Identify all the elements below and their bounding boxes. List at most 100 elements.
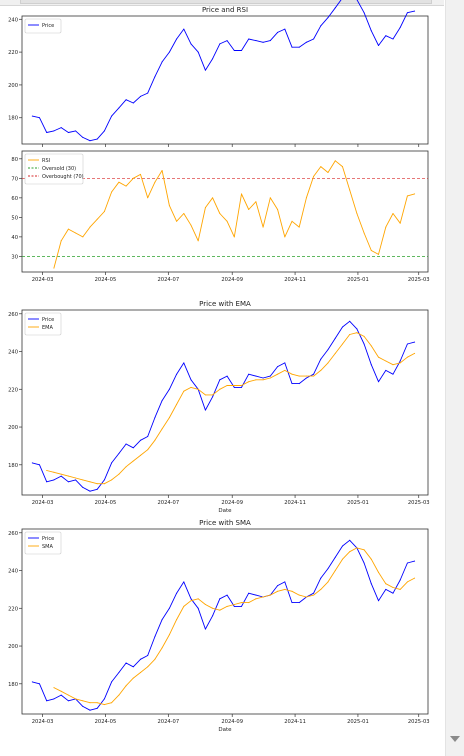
price-rsi-bottom-legend-label: Overbought (70): [42, 174, 84, 180]
price-ema-price-point: [204, 409, 206, 411]
price-sma-price-point: [176, 592, 178, 594]
sma-point: [125, 685, 127, 687]
vertical-scrollbar[interactable]: [445, 0, 464, 756]
ema-point: [111, 479, 113, 481]
price-rsi-price-point: [219, 43, 221, 45]
price-sma-price-point: [342, 545, 343, 547]
price-sma-price-point: [125, 662, 127, 664]
price-sma-title: Price with SMA: [199, 519, 251, 527]
ema-line: [46, 332, 415, 485]
ema-point: [46, 470, 48, 471]
price-sma-price-point: [392, 592, 394, 594]
rsi-point: [125, 185, 127, 187]
price-ema-title: Price with EMA: [199, 300, 251, 308]
scroll-down-arrow-icon[interactable]: [450, 736, 460, 742]
figure: 180 200 220 240 Price Price and RSI Price 30 40 5…: [8, 0, 430, 733]
price-ema-xtick-label: 2025-03: [408, 500, 430, 506]
price-sma-price-point: [334, 556, 336, 558]
price-sma-price-point: [132, 666, 134, 668]
ema-point: [392, 364, 394, 366]
price-sma-price-point: [320, 577, 322, 579]
price-rsi-price-point: [96, 138, 98, 140]
price-rsi-price-point: [147, 92, 149, 94]
price-sma-price-point: [313, 592, 315, 594]
price-rsi-price-point: [60, 127, 62, 129]
price-rsi-top-plot-area: [21, 15, 429, 145]
ema-point: [125, 466, 127, 468]
price-rsi-price-point: [89, 140, 91, 142]
sma-point: [161, 647, 163, 649]
rsi-point: [204, 207, 206, 209]
price-ema-price-point: [356, 328, 358, 330]
price-ema-legend-label: EMA: [42, 325, 53, 331]
ema-point: [161, 428, 163, 430]
price-ema-xtick-label: 2024-07: [157, 500, 179, 506]
price-rsi-price-point: [233, 50, 235, 51]
rsi-point: [154, 181, 156, 183]
price-sma-price-point: [39, 683, 40, 685]
price-rsi-price-point: [248, 38, 250, 40]
price-sma-price-point: [161, 619, 163, 621]
sma-point: [60, 690, 62, 692]
price-sma-xlabel: Date: [218, 727, 232, 733]
price-rsi-top-legend: Price: [24, 18, 62, 34]
ema-series: [46, 332, 416, 485]
ema-point: [320, 369, 322, 371]
sma-point: [255, 598, 257, 600]
ema-point: [168, 417, 170, 419]
sma-point: [212, 607, 214, 609]
price-sma-price-point: [233, 605, 235, 607]
price-sma-price-point: [327, 568, 329, 570]
price-sma-price-point: [118, 672, 120, 673]
price-ema-price-series: [31, 320, 416, 492]
price-rsi-top-legend-box: [24, 18, 62, 34]
price-ema-price-point: [111, 462, 113, 464]
price-rsi-price-point: [39, 117, 40, 119]
ema-point: [313, 375, 315, 377]
rsi-point: [111, 191, 113, 193]
price-sma-price-point: [399, 579, 401, 581]
price-ema-ytick-label: 260: [8, 312, 18, 318]
price-ema-price-point: [241, 386, 242, 388]
rsi-point: [277, 209, 279, 210]
sma-point: [176, 619, 178, 621]
sma-point: [190, 600, 192, 602]
ema-point: [219, 388, 221, 390]
sma-point: [248, 602, 250, 604]
price-sma-price-point: [291, 602, 293, 604]
price-rsi-top-legend-label: Price: [42, 23, 54, 29]
price-ema-price-point: [154, 417, 156, 419]
price-ema-price-point: [176, 373, 178, 375]
price-rsi-price-point: [140, 95, 141, 97]
price-sma-price-point: [385, 588, 387, 590]
price-ema-price-point: [161, 400, 163, 402]
ema-point: [291, 373, 293, 375]
sma-point: [204, 604, 206, 605]
price-ema-price-point: [67, 481, 69, 483]
rsi-point: [140, 173, 141, 175]
sma-point: [132, 677, 134, 679]
price-sma-ytick-label: 180: [8, 682, 18, 688]
price-ema-price-point: [262, 377, 264, 379]
price-sma-price-point: [414, 560, 416, 562]
price-ema-price-point: [46, 481, 48, 483]
price-ema-price-point: [298, 383, 300, 385]
ema-point: [327, 362, 329, 364]
price-rsi-price-point: [291, 46, 293, 48]
price-sma-price-point: [226, 594, 228, 596]
ema-point: [75, 477, 77, 479]
ema-point: [132, 460, 134, 462]
ema-point: [370, 345, 372, 347]
ema-point: [363, 335, 365, 337]
ema-point: [212, 394, 214, 396]
price-rsi-price-point: [298, 46, 300, 48]
sma-point: [75, 698, 77, 700]
sma-point: [241, 602, 242, 604]
price-sma-legend: Price SMA: [24, 531, 62, 555]
price-ema-price-point: [118, 453, 120, 454]
price-sma-price-point: [111, 681, 113, 683]
price-rsi-bottom-xtick-label: 2024-09: [221, 277, 243, 283]
rsi-point: [406, 195, 408, 197]
price-sma-xtick-label: 2025-01: [347, 719, 369, 725]
price-ema-price-point: [320, 358, 322, 360]
